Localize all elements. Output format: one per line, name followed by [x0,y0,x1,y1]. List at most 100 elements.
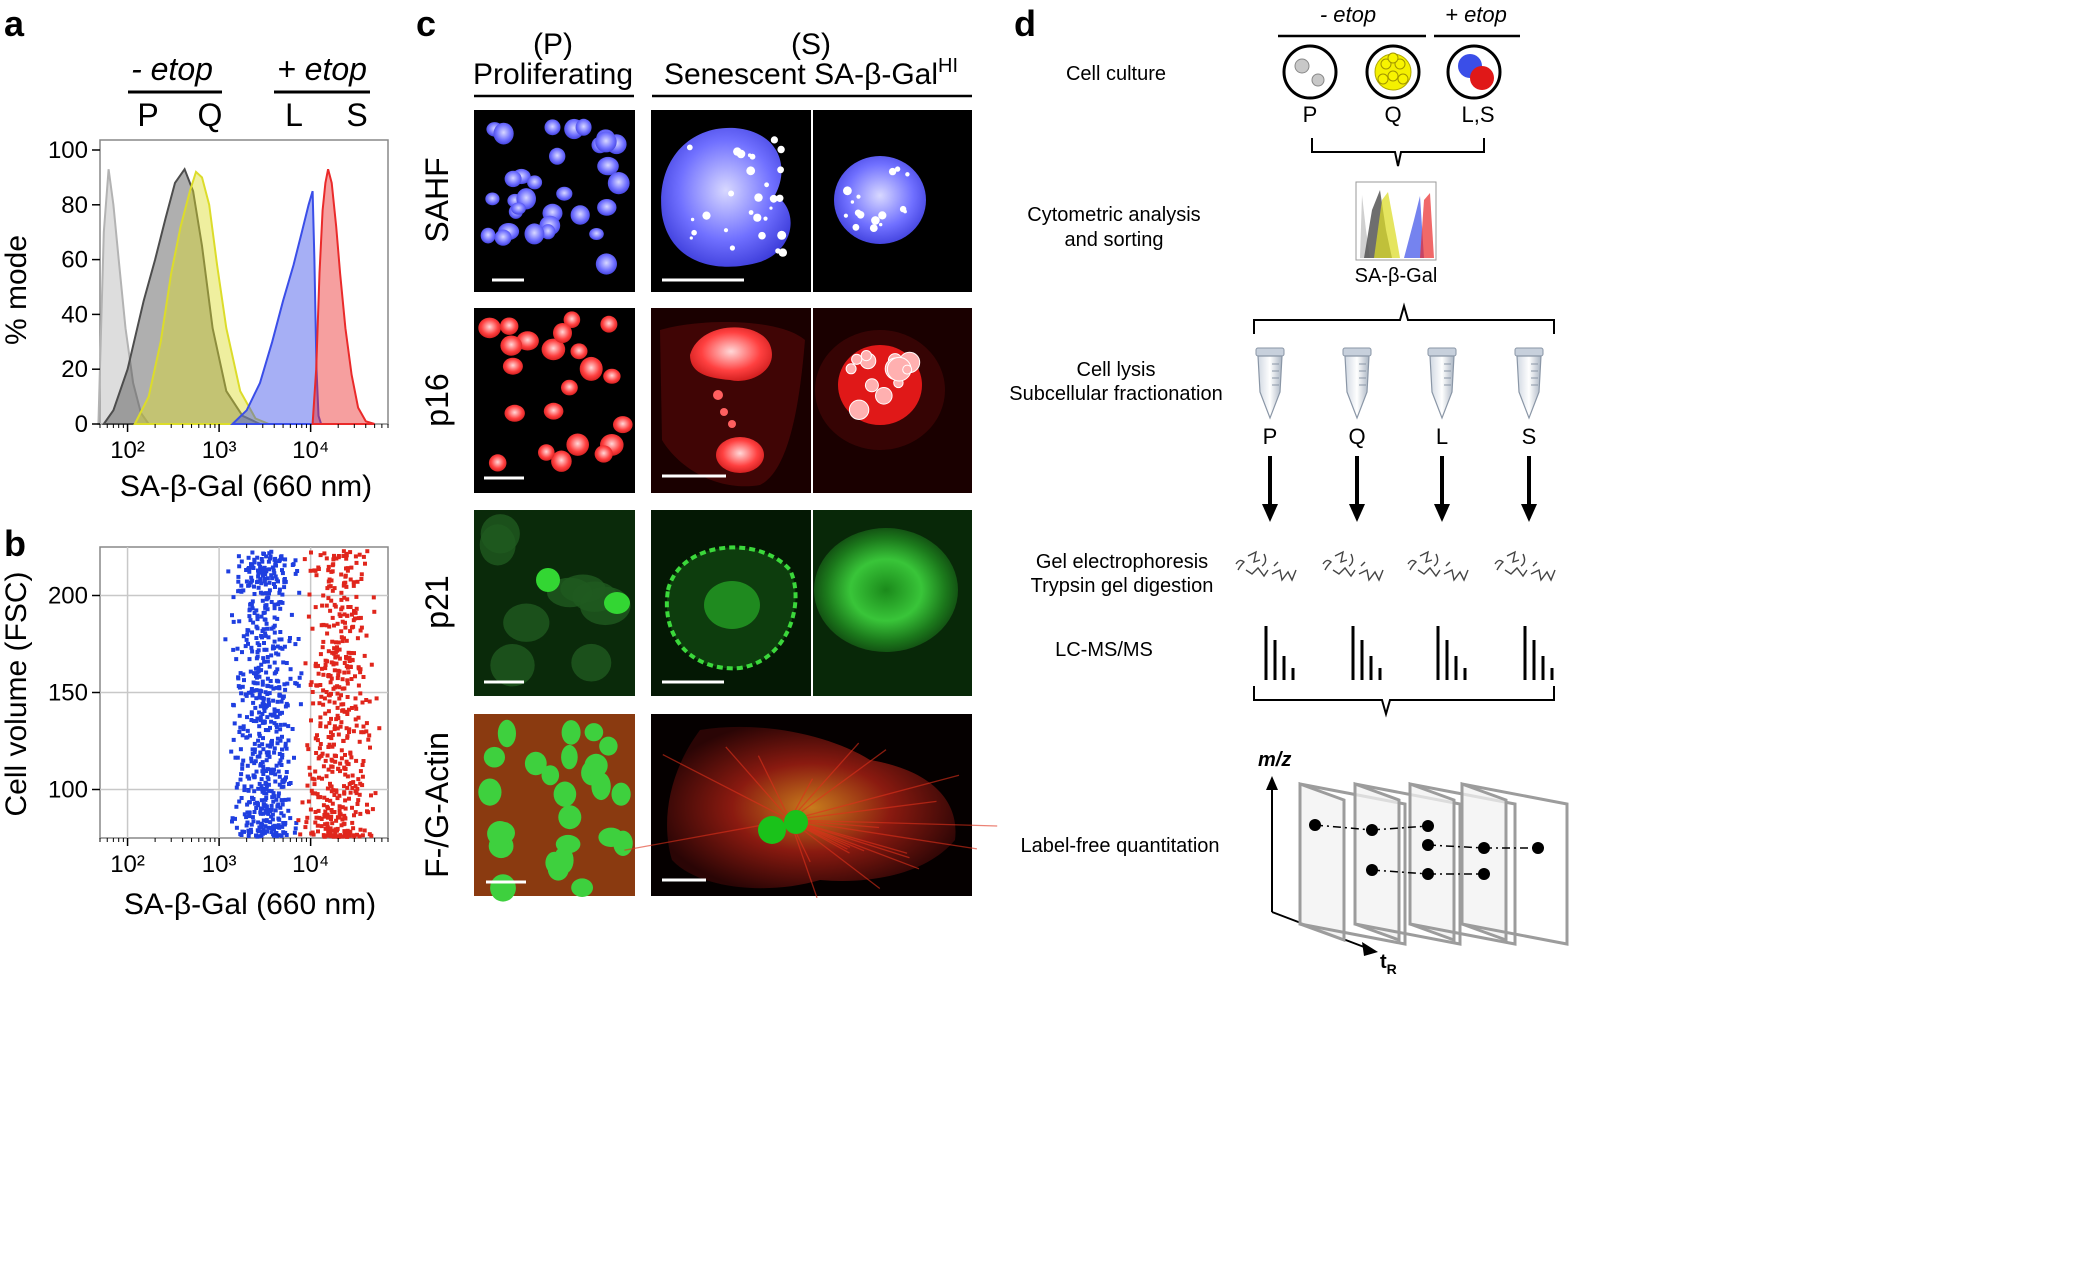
q-cell [1377,73,1389,85]
scatter-point [245,728,250,733]
scatter-point [336,673,341,678]
scatter-point [353,696,358,701]
scatter-point [242,788,247,793]
actin-fiber [757,755,791,821]
scatter-point [315,792,320,797]
actin-fiber [789,749,887,821]
scatter-point [333,827,338,832]
scatter-point [264,784,269,789]
scatter-point [329,691,333,696]
scatter-point [333,685,338,690]
scatter-point [323,758,328,763]
scatter-point [288,816,293,821]
scatter-point [267,664,272,669]
scatter-point [308,682,313,687]
nucleus [597,156,619,176]
scatter-point [272,639,277,644]
scatter-point [372,609,377,614]
scatter-point [359,572,364,577]
scatter-point [342,784,346,789]
scatter-point [330,821,335,826]
scatter-point [292,755,296,760]
scatter-point [262,641,266,645]
scatter-point [345,568,350,573]
scatter-point [257,561,262,566]
scatter-point [340,686,345,691]
scatter-point [337,808,342,813]
sahf-focus [843,213,849,218]
scatter-point [344,726,349,731]
scatter-point [335,713,340,718]
gel-group [1235,550,1556,582]
scatter-point [339,720,344,725]
scatter-point [269,770,273,775]
scatter-point [333,759,338,764]
scatter-point [246,800,251,805]
scatter-point [278,727,283,732]
scatter-point [249,759,254,764]
scatter-point [284,746,289,751]
scatter-point [250,578,255,583]
nucleus [607,172,630,195]
scatter-point [259,581,264,586]
scatter-point [337,815,342,820]
scatter-point [322,814,327,819]
scatter-point [342,670,347,675]
brace-lcms [1253,686,1555,718]
scatter-point [240,684,245,689]
scatter-point [264,787,269,792]
panel-d: d Cell culture Cytometric analysis and s… [1009,2,1569,977]
scatter-point [238,777,243,782]
scatter-point [269,600,274,604]
scatter-point [350,658,355,663]
scatter-point [277,782,282,787]
scatter-point [254,608,259,613]
scatter-point [329,817,333,821]
scatter-point [320,666,324,671]
scatter-point [359,730,364,735]
nucleus [541,338,566,361]
scatter-point [246,628,251,633]
histogram-y-ticks: 0 20 40 60 80 100 [48,137,100,438]
scatter-point [223,637,228,642]
scatter-point [313,810,318,814]
scatter-point [265,659,270,664]
scatter-point [354,723,359,728]
scatter-point [313,736,318,741]
scatter-point [300,800,305,805]
scatter-point [336,766,341,771]
scatter-point [264,554,269,559]
scatter-point [293,826,298,831]
scatter-point [348,829,353,834]
scatter-point [280,696,285,700]
scatter-point [353,717,358,722]
scatter-point [265,655,270,659]
scatter-point [330,615,335,620]
scatter-point [245,735,250,740]
scatter-point [264,810,269,815]
scatter-point [343,806,348,811]
scatter-point [347,707,351,712]
scatter-point [246,788,251,793]
scatter-point [358,670,363,675]
scatter-point [334,661,339,666]
scatter-point [279,637,284,642]
nucleus [504,170,522,188]
scatter-point [316,808,321,813]
nucleus [579,356,603,381]
scatter-point [245,774,250,779]
scatter-point [254,719,259,724]
scatter-point [330,828,335,833]
scatter-point [357,739,362,744]
scatter-point [231,595,236,600]
scatter-point [326,815,330,820]
scatter-point [266,728,271,733]
scatter-point [320,645,325,650]
scatter-point [321,702,326,707]
scatter-point [267,691,272,696]
scatter-point [298,832,303,837]
scatter-point [269,767,274,772]
scatter-point [252,741,257,746]
scatter-point [319,824,324,829]
scatter-point [318,652,323,657]
